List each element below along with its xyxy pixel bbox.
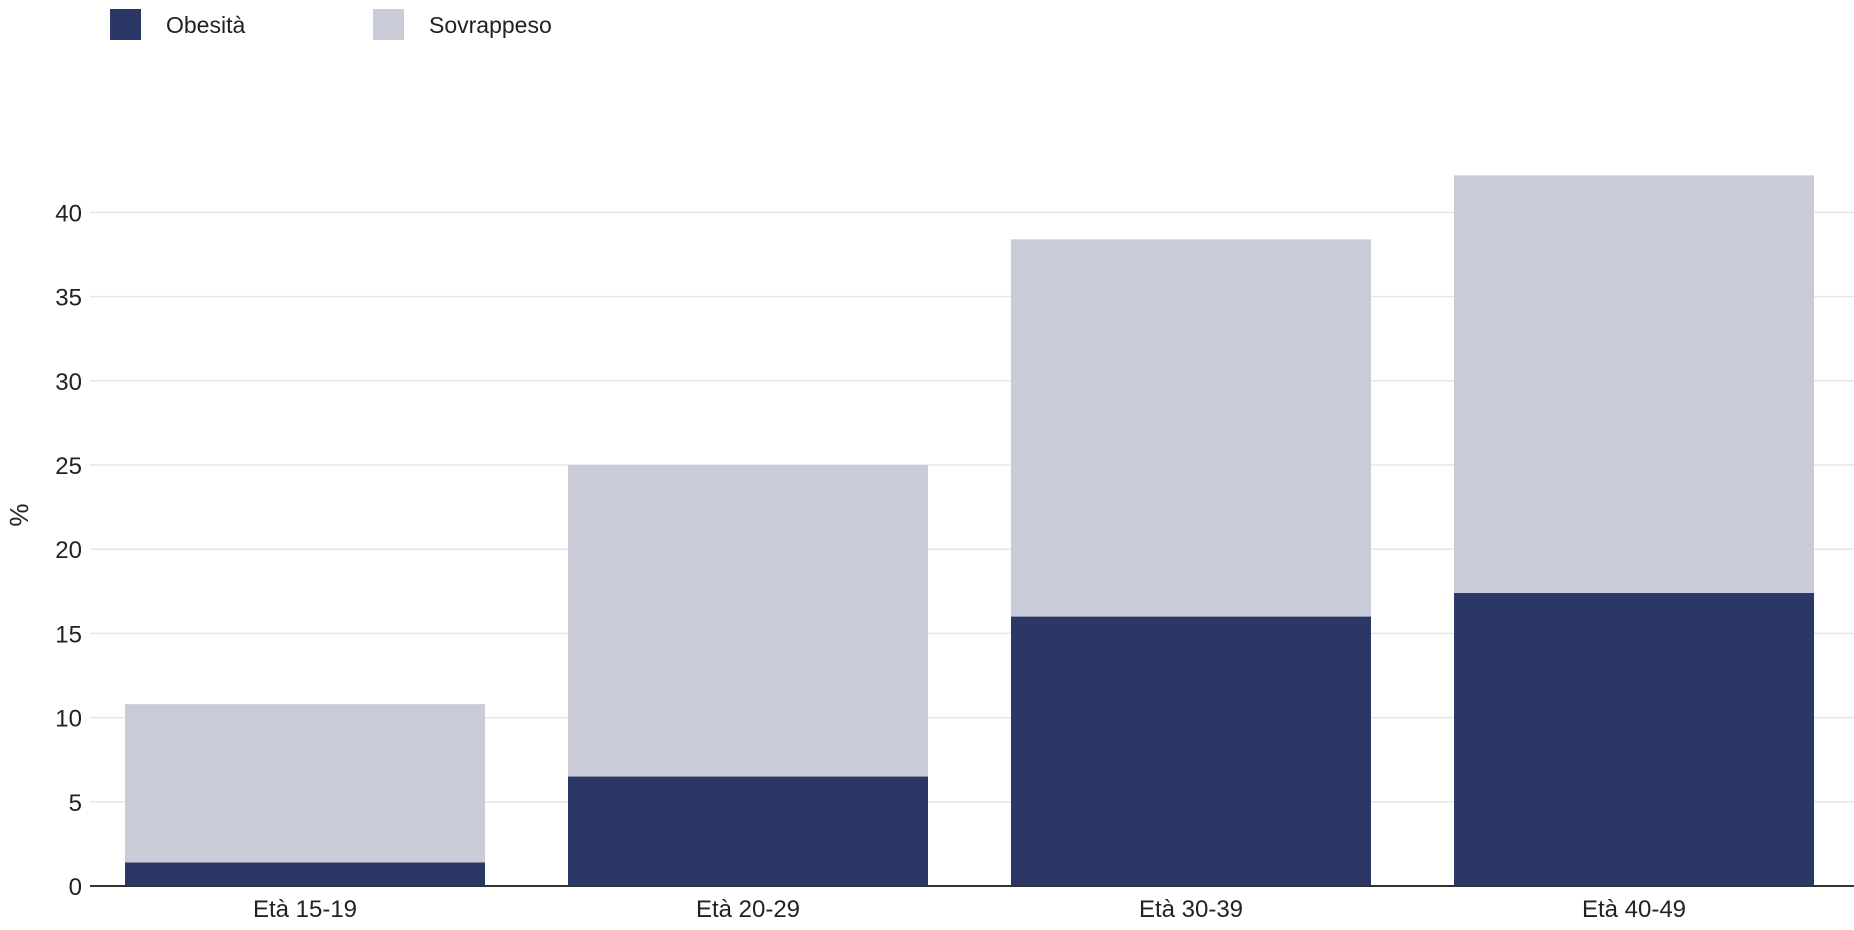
legend-swatch-sovrappeso bbox=[373, 9, 404, 40]
y-tick-label: 20 bbox=[55, 537, 82, 564]
y-axis-ticks: 0 5 10 15 20 25 30 35 40 bbox=[55, 200, 82, 901]
legend-swatch-obesita bbox=[110, 9, 141, 40]
bar-obesita bbox=[1011, 616, 1371, 886]
y-tick-label: 30 bbox=[55, 369, 82, 396]
x-tick-label: Età 30-39 bbox=[1139, 896, 1243, 923]
x-tick-label: Età 40-49 bbox=[1582, 896, 1686, 923]
y-tick-label: 10 bbox=[55, 706, 82, 733]
y-tick-label: 15 bbox=[55, 621, 82, 648]
legend: Obesità Sovrappeso bbox=[110, 9, 552, 40]
x-axis-ticks: Età 15-19 Età 20-29 Età 30-39 Età 40-49 bbox=[253, 896, 1686, 923]
bar-obesita bbox=[1454, 592, 1814, 886]
bar-obesita bbox=[125, 862, 485, 886]
x-tick-label: Età 20-29 bbox=[696, 896, 800, 923]
bar-sovrappeso bbox=[1011, 239, 1371, 617]
x-tick-label: Età 15-19 bbox=[253, 896, 357, 923]
y-tick-label: 0 bbox=[69, 874, 82, 901]
bars bbox=[125, 175, 1814, 886]
y-tick-label: 5 bbox=[69, 790, 82, 817]
y-tick-label: 35 bbox=[55, 285, 82, 312]
legend-label-obesita: Obesità bbox=[166, 12, 245, 38]
bar-sovrappeso bbox=[125, 704, 485, 863]
bar-sovrappeso bbox=[568, 465, 928, 777]
y-tick-label: 40 bbox=[55, 200, 82, 227]
y-axis-title: % bbox=[4, 503, 34, 526]
legend-label-sovrappeso: Sovrappeso bbox=[429, 12, 552, 38]
y-tick-label: 25 bbox=[55, 453, 82, 480]
bar-sovrappeso bbox=[1454, 175, 1814, 593]
bar-obesita bbox=[568, 776, 928, 886]
